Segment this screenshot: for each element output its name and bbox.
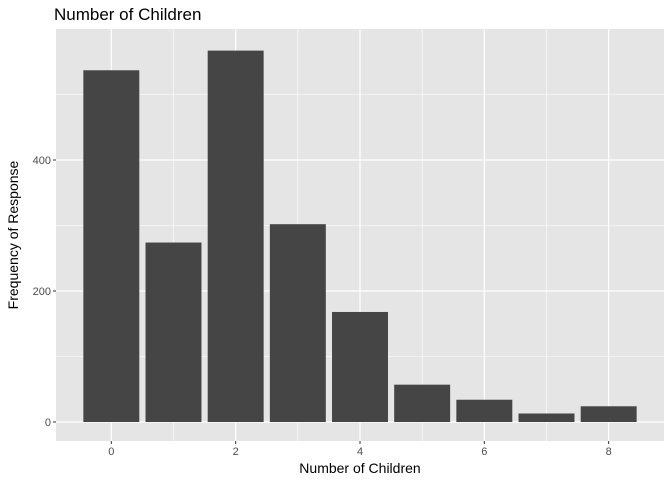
bar-8 [580, 406, 637, 423]
bars [83, 50, 637, 423]
y-tick-label: 0 [45, 417, 51, 429]
y-axis-title: Frequency of Response [5, 160, 21, 309]
x-axis-title: Number of Children [299, 460, 420, 476]
x-tick-label: 0 [108, 446, 114, 458]
bar-4 [332, 311, 388, 423]
bar-1 [145, 242, 202, 423]
x-tick-label: 2 [233, 446, 239, 458]
bar-5 [394, 384, 451, 423]
bar-0 [83, 70, 140, 423]
bar-7 [518, 413, 575, 423]
y-tick-label: 200 [33, 286, 51, 298]
x-tick-label: 4 [357, 446, 363, 458]
x-axis: 0 2 4 6 8 [108, 441, 612, 458]
y-axis: 0 200 400 [33, 155, 56, 429]
x-tick-label: 8 [606, 446, 612, 458]
bar-3 [269, 224, 326, 423]
x-tick-label: 6 [481, 446, 487, 458]
chart-title: Number of Children [54, 5, 201, 24]
y-tick-label: 400 [33, 155, 51, 167]
bar-2 [207, 50, 264, 423]
bar-6 [456, 399, 513, 423]
